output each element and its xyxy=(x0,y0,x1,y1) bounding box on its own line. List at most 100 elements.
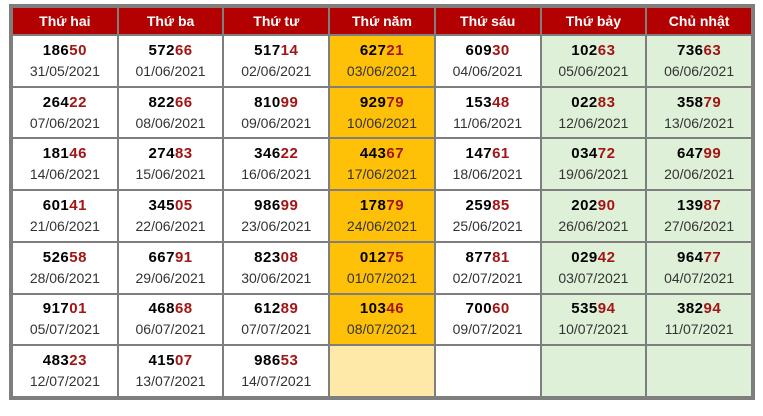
result-number-head: 103 xyxy=(359,300,387,318)
result-number: 27483 xyxy=(119,144,223,164)
result-number: 01275 xyxy=(330,248,434,268)
result-number-head: 601 xyxy=(42,196,70,214)
result-cell: 46868 06/07/2021 xyxy=(118,294,223,345)
result-number-head: 358 xyxy=(677,93,704,111)
result-number: 34622 xyxy=(224,144,328,164)
result-number-tail: 94 xyxy=(703,300,722,318)
result-date: 07/06/2021 xyxy=(29,114,100,131)
result-cell: 52658 28/06/2021 xyxy=(13,242,117,293)
result-number-tail: 08 xyxy=(280,248,299,266)
result-date: 09/07/2021 xyxy=(452,321,523,338)
result-number: 87781 xyxy=(436,248,540,268)
result-number-head: 345 xyxy=(148,196,175,214)
result-number-tail: 68 xyxy=(174,300,193,318)
result-number-head: 609 xyxy=(465,41,493,59)
result-number: 41507 xyxy=(119,351,223,371)
result-number-head: 468 xyxy=(148,300,175,318)
result-number-tail: 61 xyxy=(492,145,510,163)
result-cell: 25985 25/06/2021 xyxy=(435,191,540,241)
empty-cell xyxy=(541,346,646,396)
result-cell: 10263 05/06/2021 xyxy=(541,36,646,86)
result-cell: 44367 17/06/2021 xyxy=(330,139,434,190)
result-date: 30/06/2021 xyxy=(241,269,312,286)
result-date: 10/06/2021 xyxy=(346,114,417,131)
result-number: 61289 xyxy=(224,299,328,319)
result-number-head: 986 xyxy=(254,352,281,370)
result-cell: 03472 19/06/2021 xyxy=(541,139,646,190)
result-date: 28/06/2021 xyxy=(29,269,100,286)
result-number: 17879 xyxy=(330,196,434,216)
result-number-tail: 91 xyxy=(174,248,193,266)
result-date: 08/07/2021 xyxy=(346,321,417,338)
table-row: 26422 07/06/2021 82266 08/06/2021 81099 09/06… xyxy=(13,87,751,138)
result-number-head: 022 xyxy=(571,93,598,111)
result-date: 12/06/2021 xyxy=(558,114,629,131)
result-number-tail: 99 xyxy=(703,145,722,163)
result-cell: 91701 05/07/2021 xyxy=(13,294,117,345)
result-number-tail: 41 xyxy=(69,196,87,214)
result-number-tail: 83 xyxy=(597,93,616,111)
result-date: 15/06/2021 xyxy=(135,166,206,183)
result-number: 13987 xyxy=(647,196,751,216)
result-cell: 87781 02/07/2021 xyxy=(435,242,540,293)
result-number-tail: 90 xyxy=(597,196,616,214)
result-cell: 60141 21/06/2021 xyxy=(13,191,117,241)
result-number-tail: 58 xyxy=(69,248,87,266)
result-number-tail: 42 xyxy=(597,248,616,266)
result-number-head: 483 xyxy=(42,352,70,370)
result-date: 14/06/2021 xyxy=(29,166,100,183)
result-number-head: 526 xyxy=(42,248,70,266)
result-cell: 14761 18/06/2021 xyxy=(435,139,540,190)
result-number: 96477 xyxy=(647,248,751,268)
result-date: 04/07/2021 xyxy=(664,269,735,286)
result-cell: 96477 04/07/2021 xyxy=(647,242,751,293)
result-date: 24/06/2021 xyxy=(346,217,417,234)
result-number-tail: 14 xyxy=(280,41,299,59)
result-number: 92979 xyxy=(330,93,434,113)
empty-cell xyxy=(435,346,540,396)
result-number: 53594 xyxy=(542,299,646,319)
result-number-head: 259 xyxy=(465,196,493,214)
result-date: 20/06/2021 xyxy=(664,166,735,183)
result-number: 60141 xyxy=(13,196,117,216)
result-number: 35879 xyxy=(647,93,751,113)
result-cell: 38294 11/07/2021 xyxy=(647,294,751,345)
result-number-tail: 94 xyxy=(597,300,616,318)
result-date: 12/07/2021 xyxy=(29,373,100,390)
result-number: 26422 xyxy=(13,93,117,113)
header-monday: Thứ hai xyxy=(13,8,117,34)
result-date: 09/06/2021 xyxy=(241,114,312,131)
result-number-head: 810 xyxy=(254,93,281,111)
result-number-head: 415 xyxy=(148,352,175,370)
result-cell: 57266 01/06/2021 xyxy=(118,36,223,86)
result-number: 14761 xyxy=(436,144,540,164)
result-number-head: 647 xyxy=(677,145,704,163)
result-number-tail: 30 xyxy=(492,41,510,59)
result-number-head: 929 xyxy=(359,93,387,111)
header-thursday: Thứ năm xyxy=(330,8,434,34)
result-cell: 10346 08/07/2021 xyxy=(330,294,434,345)
result-number-head: 822 xyxy=(148,93,175,111)
result-cell: 02283 12/06/2021 xyxy=(541,87,646,138)
result-cell: 98653 14/07/2021 xyxy=(224,346,329,396)
result-number: 57266 xyxy=(119,41,223,61)
table-row: 60141 21/06/2021 34505 22/06/2021 98699 23/06… xyxy=(13,191,751,241)
result-number-head: 517 xyxy=(254,41,281,59)
result-number: 02942 xyxy=(542,248,646,268)
result-cell: 27483 15/06/2021 xyxy=(118,139,223,190)
result-number-tail: 46 xyxy=(69,145,87,163)
result-date: 25/06/2021 xyxy=(452,217,523,234)
result-number-tail: 21 xyxy=(386,41,405,59)
result-number-head: 181 xyxy=(42,145,70,163)
result-number-tail: 63 xyxy=(703,41,722,59)
result-date: 05/06/2021 xyxy=(558,62,629,79)
result-number-head: 029 xyxy=(571,248,598,266)
result-cell: 34622 16/06/2021 xyxy=(224,139,329,190)
header-tuesday: Thứ ba xyxy=(118,8,223,34)
result-number-head: 917 xyxy=(42,300,70,318)
result-number: 03472 xyxy=(542,144,646,164)
result-number-tail: 60 xyxy=(492,300,510,318)
result-number: 82308 xyxy=(224,248,328,268)
result-number-head: 147 xyxy=(465,145,493,163)
result-cell: 98699 23/06/2021 xyxy=(224,191,329,241)
